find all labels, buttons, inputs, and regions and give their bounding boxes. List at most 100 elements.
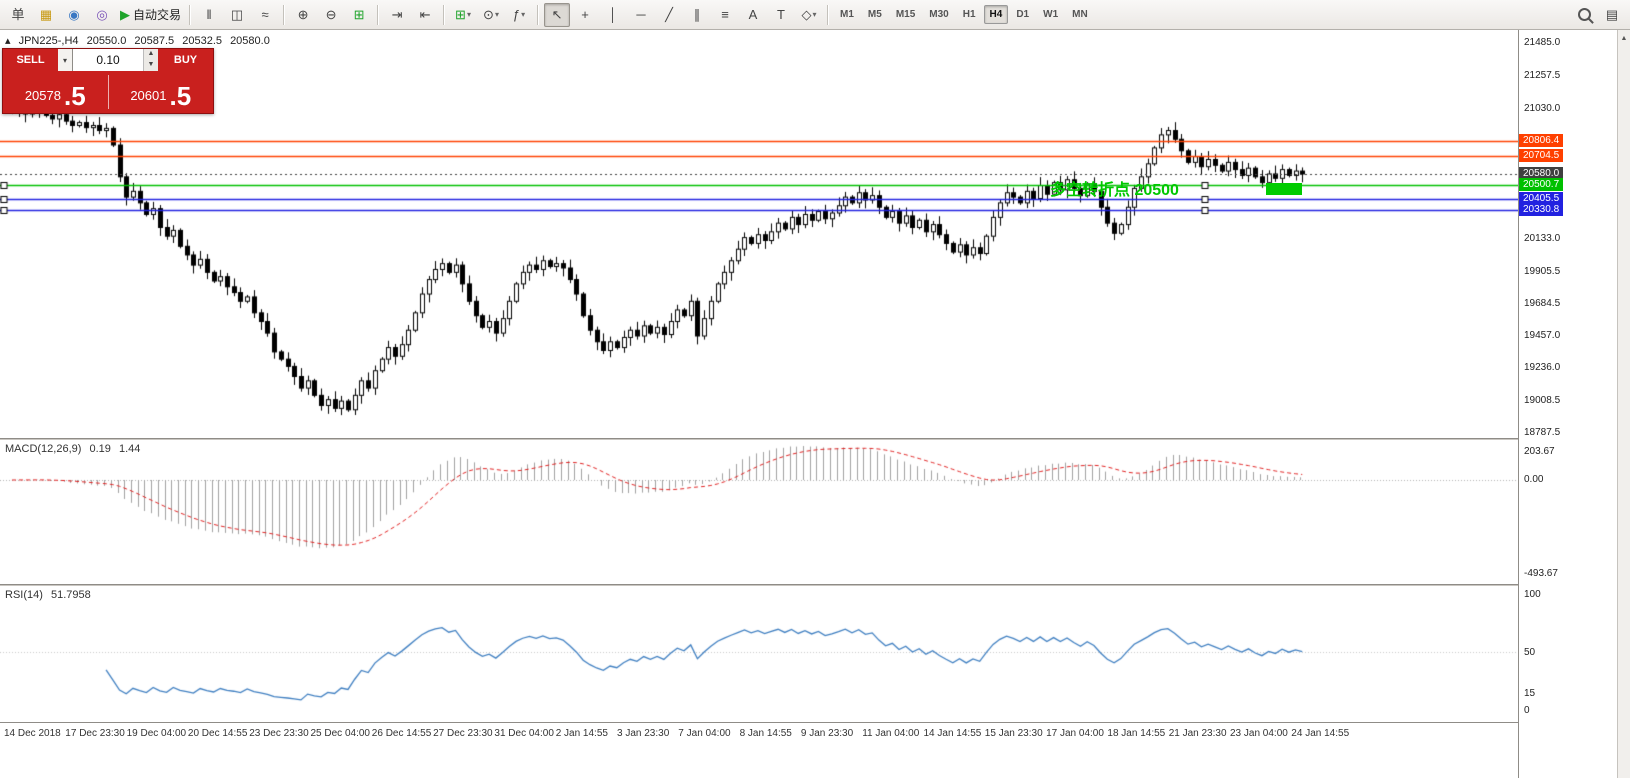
new-chart-icon[interactable]: ▦ [39,7,53,22]
price-tag: 20405.5 [1519,192,1564,206]
time-axis[interactable]: 14 Dec 2018 17 Dec 23:30 19 Dec 04:00 20 De… [0,722,1518,749]
auto-trading-button[interactable]: ▶ 自动交易 [120,7,182,22]
bar-close: 20580.0 [230,35,270,47]
timeframe-h1-button[interactable]: H1 [962,9,976,20]
scroll-up-arrow-icon[interactable]: ▲ [1620,35,1628,42]
trendline-icon[interactable]: ╱ [665,7,673,22]
chart-shift-icon[interactable]: ⇤ [419,7,431,22]
toolbar-right-group: ▤ [1570,3,1626,27]
market-watch-icon[interactable]: ◎ [96,7,108,22]
time-label: 7 Jan 04:00 [678,728,731,739]
macd-canvas[interactable] [0,440,1518,584]
sell-button[interactable]: SELL [3,49,58,71]
time-label: 14 Jan 14:55 [923,728,982,739]
one-click-trading-panel: SELL ▾ 0.10 ▲ ▼ BUY 20578 .5 [2,48,214,114]
macd-name: MACD(12,26,9) [5,443,82,455]
symbol-ohlc-info: ▴ JPN225-,H4 20550.0 20587.5 20532.5 205… [5,34,275,47]
price-tag: 20500.7 [1519,178,1564,192]
symbol-name: JPN225-,H4 [18,35,79,47]
zoom-out-icon[interactable]: ⊖ [325,7,337,22]
timeframe-h4-button[interactable]: H4 [983,5,1009,24]
tile-windows-icon[interactable]: ⊞ [353,7,365,22]
shapes-icon[interactable]: ◇ ▾ [801,7,817,22]
fibonacci-icon[interactable]: ≡ [721,7,729,22]
panel-separator-macd-rsi[interactable] [0,584,1518,587]
price-axis[interactable]: 21485.0 21257.5 21030.0 20133.0 19905.5 19684… [1518,30,1618,778]
buy-button[interactable]: BUY [158,49,213,71]
text-label-icon[interactable]: T [777,7,785,22]
candlestick-chart-icon[interactable]: ◫ [230,7,244,22]
ask-price[interactable]: 20601 .5 [109,71,214,113]
chart-column: ▴ JPN225-,H4 20550.0 20587.5 20532.5 205… [0,30,1518,778]
timeframe-w1-button[interactable]: W1 [1043,9,1059,20]
lot-increase-button[interactable]: ▲ [144,49,158,60]
price-tick: 19905.5 [1524,265,1561,277]
lot-size-input[interactable]: 0.10 [96,53,120,67]
candlestick-chart-canvas[interactable] [0,30,1518,438]
timeframe-m30-button[interactable]: M30 [929,9,949,20]
time-label: 14 Dec 2018 [4,728,61,739]
price-tag: 20704.5 [1519,148,1564,162]
price-tag: 20806.4 [1519,134,1564,148]
timeframe-m1-button[interactable]: M1 [840,9,854,20]
ask-main-digits: 20601 [130,88,167,103]
rsi-canvas[interactable] [0,586,1518,722]
search-icon[interactable] [1571,3,1597,27]
time-label: 23 Dec 23:30 [249,728,309,739]
indicators-list-icon[interactable]: ƒ ▾ [512,7,526,22]
vertical-scrollbar[interactable]: ▲ [1617,30,1630,778]
highlight-rectangle-object[interactable] [1266,183,1302,195]
price-tick: 20133.0 [1524,232,1561,244]
main-toolbar: 单 ▦ ◉ ◎ ▶ 自动交易 ‖ ◫ ≈ ⊕ ⊖ ⊞ ⇥ ⇤ ⊞ ▾ ⊙ ▾ ƒ ▾ ↖ + │ ─ ╱ ∥ ≡ A T ◇ ▾ M1 M5 M1… [0,0,1630,30]
rsi-axis-label: 50 [1524,647,1536,658]
zoom-in-icon[interactable]: ⊕ [297,7,309,22]
bid-ask-divider [107,75,109,109]
time-label: 15 Jan 23:30 [984,728,1043,739]
chart-settings-icon[interactable]: ▤ [1605,6,1619,22]
profiles-icon[interactable]: ◉ [68,7,80,22]
bar-chart-icon[interactable]: ‖ [206,7,212,22]
periods-icon[interactable]: ⊙ ▾ [483,7,499,22]
new-window-icon[interactable]: ⊞ ▾ [455,7,471,22]
time-label: 25 Dec 04:00 [310,728,371,739]
macd-value-main: 0.19 [89,443,111,455]
timeframe-m5-button[interactable]: M5 [867,9,882,20]
main-chart-panel[interactable]: ▴ JPN225-,H4 20550.0 20587.5 20532.5 205… [0,30,1518,438]
cursor-icon[interactable]: ↖ [544,2,571,27]
time-label: 27 Dec 23:30 [433,728,493,739]
new-order-icon[interactable]: 单 [11,7,25,22]
crosshair-icon[interactable]: + [581,7,589,22]
order-type-dropdown[interactable]: ▾ [58,49,73,71]
timeframe-m15-button[interactable]: M15 [895,9,916,20]
bid-main-digits: 20578 [24,88,61,103]
time-label: 19 Dec 04:00 [126,728,187,739]
auto-scroll-icon[interactable]: ⇥ [391,7,403,22]
bid-price[interactable]: 20578 .5 [3,71,108,113]
timeframe-d1-button[interactable]: D1 [1016,9,1030,20]
time-label: 8 Jan 14:55 [739,728,792,739]
timeframe-mn-button[interactable]: MN [1072,9,1088,20]
macd-axis-label: 0.00 [1524,474,1544,485]
horizontal-line-icon[interactable]: ─ [636,7,646,22]
time-label: 2 Jan 14:55 [555,728,608,739]
vertical-line-icon[interactable]: │ [608,7,618,22]
line-chart-icon[interactable]: ≈ [261,7,269,22]
price-tick: 19236.0 [1524,362,1561,374]
time-label: 9 Jan 23:30 [800,728,854,739]
lot-decrease-button[interactable]: ▼ [144,60,158,71]
macd-value-signal: 1.44 [118,443,141,455]
time-label: 21 Jan 23:30 [1168,728,1227,739]
pivot-annotation-text[interactable]: 多空转折点 20500 [1050,182,1179,199]
rsi-name: RSI(14) [5,589,43,601]
equidistant-channel-icon[interactable]: ∥ [693,7,701,22]
panel-separator-main-macd[interactable] [0,438,1518,441]
macd-axis-label: 203.67 [1524,446,1555,457]
rsi-panel[interactable]: RSI(14) 51.7958 [0,586,1518,722]
price-tick: 18787.5 [1524,427,1561,439]
macd-label: MACD(12,26,9) 0.19 1.44 [5,443,145,455]
price-tag: 20580.0 [1519,166,1564,180]
bar-open: 20550.0 [86,35,127,47]
text-icon[interactable]: A [748,7,758,22]
macd-panel[interactable]: MACD(12,26,9) 0.19 1.44 [0,440,1518,584]
toolbar-separator [189,4,192,25]
